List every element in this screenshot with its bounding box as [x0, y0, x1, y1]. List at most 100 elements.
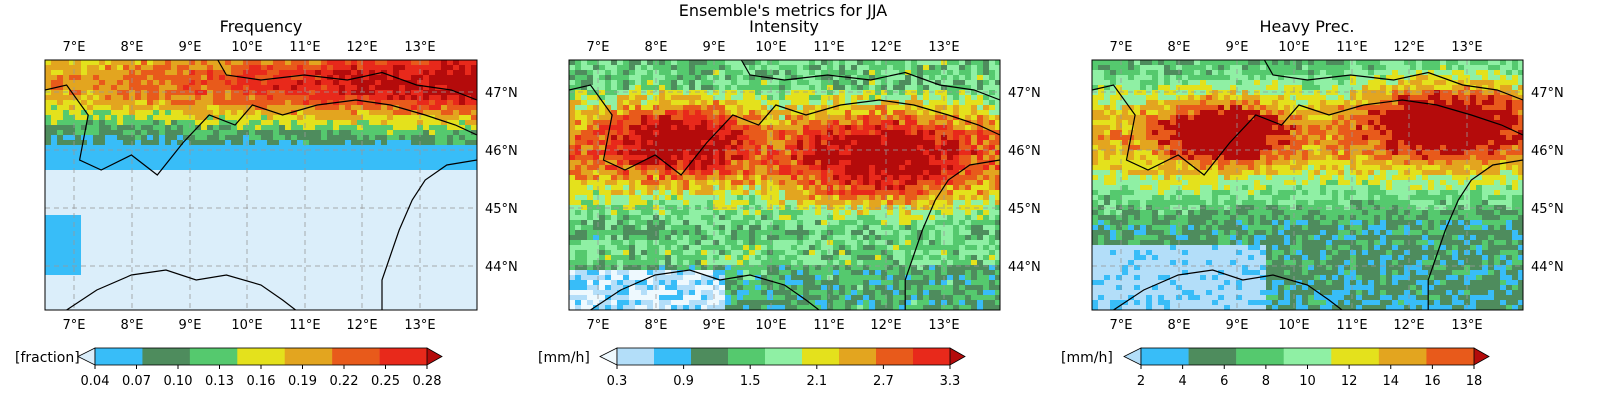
lon-tick-bottom: 13°E	[928, 318, 959, 333]
lon-tick-bottom: 10°E	[755, 318, 786, 333]
colorbar-tick-label: 0.22	[330, 374, 359, 389]
colorbar-swatch	[332, 348, 380, 365]
colorbar-swatch	[237, 348, 286, 365]
colorbar-tick-label: 8	[1262, 374, 1270, 389]
lat-tick-right: 47°N	[1531, 86, 1564, 101]
colorbar-tick-label: 0.16	[247, 374, 276, 389]
lon-tick-top: 8°E	[121, 40, 144, 55]
lon-tick-top: 9°E	[179, 40, 202, 55]
lon-tick-top: 13°E	[404, 40, 435, 55]
lon-tick-top: 10°E	[1278, 40, 1309, 55]
colorbar-label-frequency: [fraction]	[15, 350, 80, 366]
lon-tick-top: 13°E	[928, 40, 959, 55]
lat-tick-right: 47°N	[1008, 86, 1041, 101]
colorbar-swatch	[1331, 348, 1380, 365]
lon-tick-top: 10°E	[755, 40, 786, 55]
colorbar-tick-label: 0.25	[371, 374, 400, 389]
map-field	[45, 60, 477, 310]
colorbar-extend-high	[1473, 347, 1490, 366]
colorbar-extend-low	[77, 347, 96, 366]
colorbar-swatch	[1236, 348, 1285, 365]
map-field	[569, 60, 1000, 310]
lon-tick-top: 12°E	[870, 40, 901, 55]
lat-tick-right: 45°N	[485, 202, 518, 217]
panel-title-heavy-prec: Heavy Prec.	[1259, 17, 1354, 36]
lon-tick-top: 12°E	[346, 40, 377, 55]
panel-title-intensity: Intensity	[749, 17, 819, 36]
colorbar-swatch	[765, 348, 803, 365]
colorbar-tick-label: 12	[1341, 374, 1358, 389]
lon-tick-bottom: 10°E	[1278, 318, 1309, 333]
lon-tick-top: 11°E	[813, 40, 844, 55]
lat-tick-right: 45°N	[1008, 202, 1041, 217]
figure-suptitle: Ensemble's metrics for JJA	[679, 1, 887, 20]
lat-tick-right: 46°N	[1531, 144, 1564, 159]
panel-frequency: Frequency 7°E 7°E 8°E 8°E 9°E 9°E 10°E 10°E 11°E…	[15, 17, 518, 389]
colorbar-tick-label: 18	[1466, 374, 1483, 389]
lon-tick-bottom: 8°E	[1168, 318, 1191, 333]
lat-tick-right: 44°N	[1531, 260, 1564, 275]
colorbar-tick-label: 1.5	[740, 374, 761, 389]
colorbar-swatch	[142, 348, 191, 365]
lon-tick-bottom: 9°E	[179, 318, 202, 333]
lat-tick-right: 46°N	[485, 144, 518, 159]
colorbar-extend-low	[1123, 347, 1142, 366]
lon-tick-bottom: 7°E	[1110, 318, 1133, 333]
colorbar-swatch	[189, 348, 238, 365]
lon-tick-top: 10°E	[231, 40, 262, 55]
colorbar-swatch	[617, 348, 655, 365]
lon-tick-bottom: 9°E	[703, 318, 726, 333]
lon-tick-top: 7°E	[1110, 40, 1133, 55]
colorbar-swatch	[654, 348, 692, 365]
lat-tick-right: 45°N	[1531, 202, 1564, 217]
lon-tick-top: 9°E	[703, 40, 726, 55]
colorbar-tick-label: 0.19	[288, 374, 317, 389]
colorbar-tick-label: 2.1	[806, 374, 827, 389]
colorbar-intensity: 0.3 0.9 1.5 2.1 2.7 3.3	[599, 347, 966, 389]
colorbar-swatch	[1141, 348, 1189, 365]
lat-tick-right: 47°N	[485, 86, 518, 101]
lon-tick-bottom: 12°E	[1393, 318, 1424, 333]
colorbar-swatch	[802, 348, 840, 365]
colorbar-tick-label: 0.28	[413, 374, 442, 389]
lat-tick-right: 44°N	[1008, 260, 1041, 275]
lat-tick-right: 44°N	[485, 260, 518, 275]
colorbar-extend-low	[599, 347, 618, 366]
colorbar-tick-label: 0.9	[673, 374, 694, 389]
panel-intensity: Intensity 7°E 7°E 8°E 8°E 9°E 9°E 10°E 10°E 11°E…	[538, 17, 1041, 389]
colorbar-swatch	[691, 348, 729, 365]
map-frequency: 7°E 7°E 8°E 8°E 9°E 9°E 10°E 10°E 11°E 11°E 12°E 12…	[44, 40, 518, 333]
colorbar-swatch	[913, 348, 951, 365]
lon-tick-top: 11°E	[1336, 40, 1367, 55]
colorbar-heavy-prec: 2 4 6 8 10 12 14 16 18	[1123, 347, 1490, 389]
colorbar-tick-label: 0.10	[164, 374, 193, 389]
lon-tick-bottom: 11°E	[813, 318, 844, 333]
colorbar-tick-label: 0.13	[205, 374, 234, 389]
lon-tick-bottom: 13°E	[404, 318, 435, 333]
lon-tick-top: 13°E	[1451, 40, 1482, 55]
colorbar-label-intensity: [mm/h]	[538, 350, 590, 366]
colorbar-swatch	[284, 348, 333, 365]
colorbar-tick-label: 6	[1220, 374, 1228, 389]
colorbar-tick-label: 0.3	[607, 374, 628, 389]
colorbar-label-heavy-prec: [mm/h]	[1061, 350, 1113, 366]
lon-tick-bottom: 11°E	[289, 318, 320, 333]
colorbar-tick-label: 0.07	[122, 374, 151, 389]
lon-tick-bottom: 8°E	[121, 318, 144, 333]
colorbar-tick-label: 0.04	[81, 374, 110, 389]
lon-tick-top: 7°E	[587, 40, 610, 55]
colorbar-tick-label: 16	[1424, 374, 1441, 389]
panel-title-frequency: Frequency	[220, 17, 303, 36]
map-field	[1092, 60, 1523, 310]
map-heavy-prec: 7°E 7°E 8°E 8°E 9°E 9°E 10°E 10°E 11°E 11°E 12°E 12…	[1091, 40, 1564, 333]
colorbar-tick-label: 2.7	[873, 374, 894, 389]
colorbar-extend-high	[949, 347, 966, 366]
colorbar-tick-label: 14	[1382, 374, 1399, 389]
lon-tick-bottom: 8°E	[645, 318, 668, 333]
colorbar-swatch	[728, 348, 766, 365]
lon-tick-top: 9°E	[1226, 40, 1249, 55]
colorbar-extend-high	[426, 347, 443, 366]
colorbar-tick-label: 2	[1137, 374, 1145, 389]
lon-tick-bottom: 12°E	[870, 318, 901, 333]
